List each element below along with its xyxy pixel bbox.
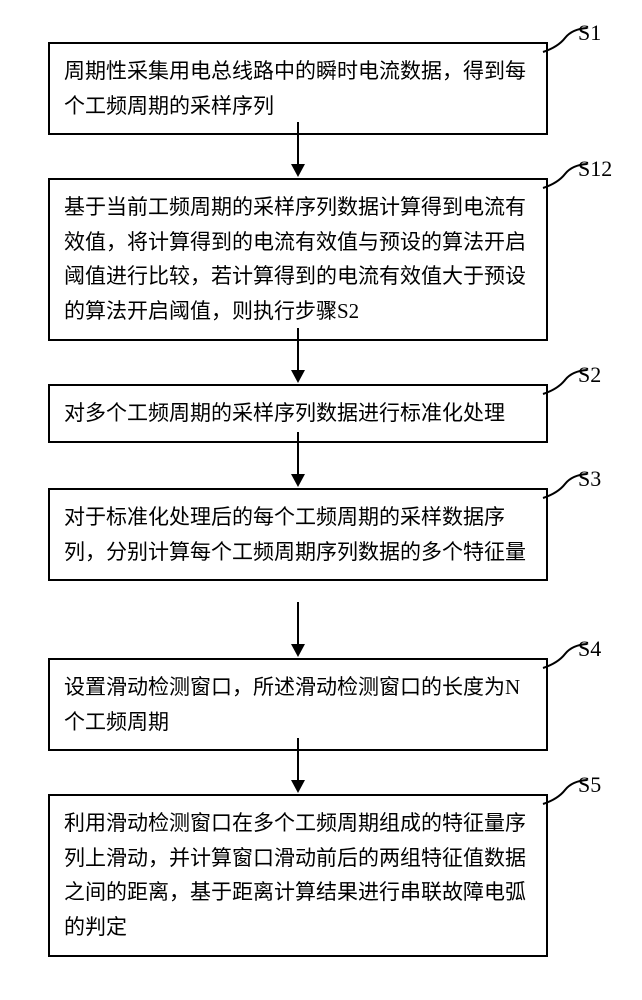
step-text: 对多个工频周期的采样序列数据进行标准化处理 bbox=[64, 401, 505, 425]
connector-4 bbox=[291, 602, 305, 657]
step-label-s12: S12 bbox=[578, 156, 612, 182]
step-label-s4: S4 bbox=[578, 636, 601, 662]
step-text: 设置滑动检测窗口，所述滑动检测窗口的长度为N个工频周期 bbox=[64, 675, 520, 734]
step-label-s5: S5 bbox=[578, 772, 601, 798]
step-box-s5: 利用滑动检测窗口在多个工频周期组成的特征量序列上滑动，并计算窗口滑动前后的两组特… bbox=[48, 794, 548, 957]
flowchart-container: 周期性采集用电总线路中的瞬时电流数据，得到每个工频周期的采样序列 S1 基于当前… bbox=[0, 0, 642, 1000]
step-text: 利用滑动检测窗口在多个工频周期组成的特征量序列上滑动，并计算窗口滑动前后的两组特… bbox=[64, 811, 526, 939]
connector-5 bbox=[291, 738, 305, 793]
connector-1 bbox=[291, 122, 305, 177]
step-text: 基于当前工频周期的采样序列数据计算得到电流有效值，将计算得到的电流有效值与预设的… bbox=[64, 195, 526, 323]
connector-3 bbox=[291, 432, 305, 487]
step-label-s3: S3 bbox=[578, 466, 601, 492]
step-text: 周期性采集用电总线路中的瞬时电流数据，得到每个工频周期的采样序列 bbox=[64, 59, 526, 118]
connector-2 bbox=[291, 328, 305, 383]
step-label-s2: S2 bbox=[578, 362, 601, 388]
step-label-s1: S1 bbox=[578, 20, 601, 46]
step-text: 对于标准化处理后的每个工频周期的采样数据序列，分别计算每个工频周期序列数据的多个… bbox=[64, 505, 526, 564]
step-box-s12: 基于当前工频周期的采样序列数据计算得到电流有效值，将计算得到的电流有效值与预设的… bbox=[48, 178, 548, 341]
step-box-s3: 对于标准化处理后的每个工频周期的采样数据序列，分别计算每个工频周期序列数据的多个… bbox=[48, 488, 548, 581]
